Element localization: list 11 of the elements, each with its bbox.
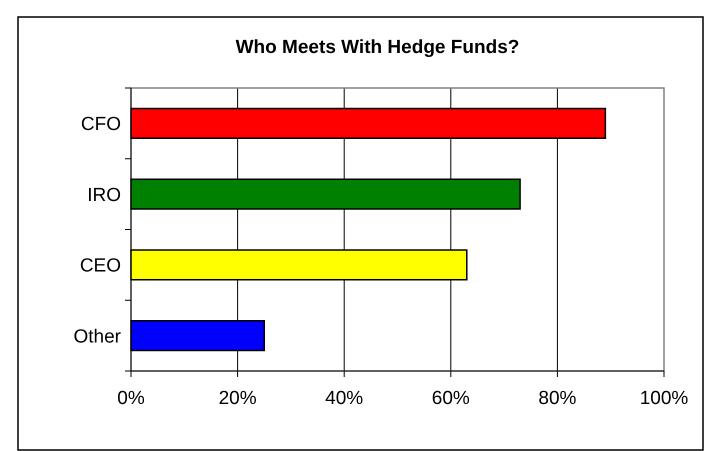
chart-title: Who Meets With Hedge Funds?: [236, 37, 520, 58]
x-tick-label: 60%: [432, 388, 470, 409]
x-tick-label: 100%: [640, 388, 688, 409]
x-tick-label: 80%: [538, 388, 577, 409]
y-tick-label: CEO: [80, 256, 121, 277]
y-tick-label: CFO: [80, 114, 121, 136]
x-tick-label: 0%: [117, 388, 145, 409]
y-tick-label: Other: [73, 326, 122, 348]
x-tick-label: 20%: [218, 388, 257, 409]
y-tick-label: IRO: [87, 184, 121, 206]
x-tick-label: 40%: [325, 388, 364, 409]
